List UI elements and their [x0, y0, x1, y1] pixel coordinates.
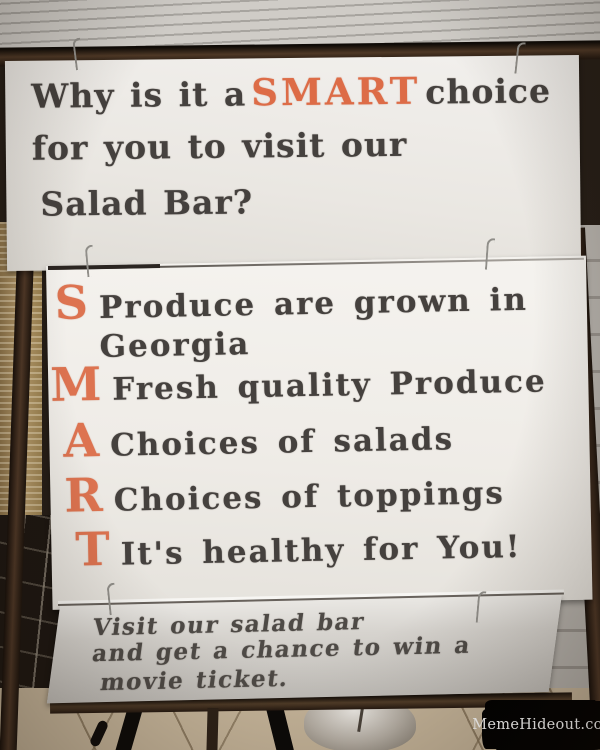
acrostic-text-r: Choices of toppings [113, 475, 506, 519]
smart-highlight: SMART [251, 68, 421, 115]
promo-line-3: movie ticket. [98, 664, 291, 697]
headline-post: choice [425, 71, 552, 112]
acrostic-text-t: It's healthy for You! [120, 528, 522, 573]
acrostic-letter-r: R [63, 467, 104, 523]
acrostic-row-s: S Produce are grown in [54, 271, 529, 330]
headline-line-3: Salad Bar? [40, 182, 254, 224]
acrostic-letter-t: T [74, 521, 111, 577]
middle-sign-board: S Produce are grown in Georgia M Fresh q… [46, 255, 593, 610]
acrostic-letter-a: A [62, 413, 100, 468]
headline-line-2: for you to visit our [31, 124, 408, 168]
promo-text: Visit our salad bar and get a chance to … [84, 607, 476, 697]
headline-line-1: Why is it a SMART choice [31, 67, 551, 116]
acrostic-row-t: T It's healthy for You! [74, 518, 522, 577]
headline-pre: Why is it a [31, 74, 247, 116]
watermark-badge: MemeHideout.com [472, 702, 600, 747]
watermark-text: MemeHideout.com [472, 716, 600, 733]
acrostic-text-m: Fresh quality Produce [111, 363, 547, 408]
acrostic-row-a: A Choices of salads [62, 410, 455, 468]
acrostic-row-r: R Choices of toppings [63, 464, 506, 523]
acrostic-row-m: M Fresh quality Produce [49, 352, 547, 412]
acrostic-text-s: Produce are grown in [98, 281, 529, 326]
acrostic-letter-s: S [54, 275, 89, 330]
acrostic-text-a: Choices of salads [109, 421, 455, 464]
sign-stand-back-leg [206, 707, 219, 750]
acrostic-letter-m: M [49, 356, 102, 412]
